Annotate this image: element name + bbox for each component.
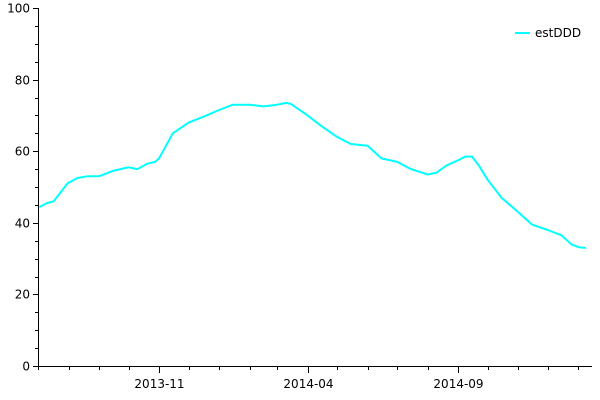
y-axis-ticks: 0 20 40 60 80 100 [7, 2, 38, 374]
x-axis-ticks: 2013-11 2014-04 2014-09 [38, 366, 579, 391]
y-tick-label: 20 [15, 288, 30, 302]
x-tick-label: 2013-11 [134, 377, 184, 391]
y-tick-label: 60 [15, 145, 30, 159]
y-tick-label: 80 [15, 74, 30, 88]
x-tick-label: 2014-09 [433, 377, 483, 391]
y-tick-label: 100 [7, 2, 30, 16]
x-tick-label: 2014-04 [283, 377, 333, 391]
series-layer [39, 101, 587, 249]
y-tick-label: 0 [22, 360, 30, 374]
legend: estDDD [515, 26, 581, 40]
y-tick-label: 40 [15, 217, 30, 231]
legend-label: estDDD [535, 26, 581, 40]
series-line-estDDD [39, 101, 587, 249]
